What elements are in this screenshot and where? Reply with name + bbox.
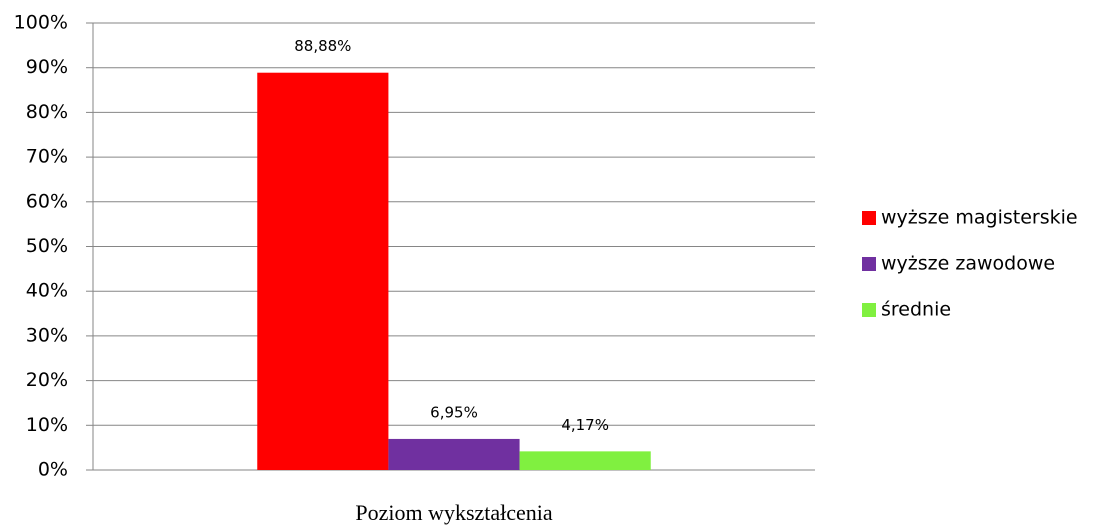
legend-swatch xyxy=(862,211,876,225)
bar xyxy=(519,451,651,470)
y-tick-label: 10% xyxy=(26,414,68,436)
legend-label: średnie xyxy=(881,299,951,321)
y-tick-label: 60% xyxy=(26,190,68,212)
value-label: 4,17% xyxy=(561,416,609,434)
y-tick-label: 70% xyxy=(26,146,68,168)
bar xyxy=(257,72,389,471)
value-label: 6,95% xyxy=(430,403,478,421)
legend-swatch xyxy=(862,303,876,317)
x-tick-label: Poziom wykształcenia xyxy=(355,500,553,525)
y-tick-label: 0% xyxy=(38,459,68,481)
y-tick-label: 40% xyxy=(26,280,68,302)
value-label: 88,88% xyxy=(294,37,351,55)
bar xyxy=(388,438,520,470)
y-tick-label: 100% xyxy=(14,12,68,34)
y-tick-label: 80% xyxy=(26,101,68,123)
legend-label: wyższe zawodowe xyxy=(881,253,1055,275)
y-tick-label: 50% xyxy=(26,235,68,257)
y-tick-label: 30% xyxy=(26,324,68,346)
legend-swatch xyxy=(862,257,876,271)
y-tick-label: 90% xyxy=(26,56,68,78)
y-tick-label: 20% xyxy=(26,369,68,391)
legend-label: wyższe magisterskie xyxy=(881,207,1078,229)
